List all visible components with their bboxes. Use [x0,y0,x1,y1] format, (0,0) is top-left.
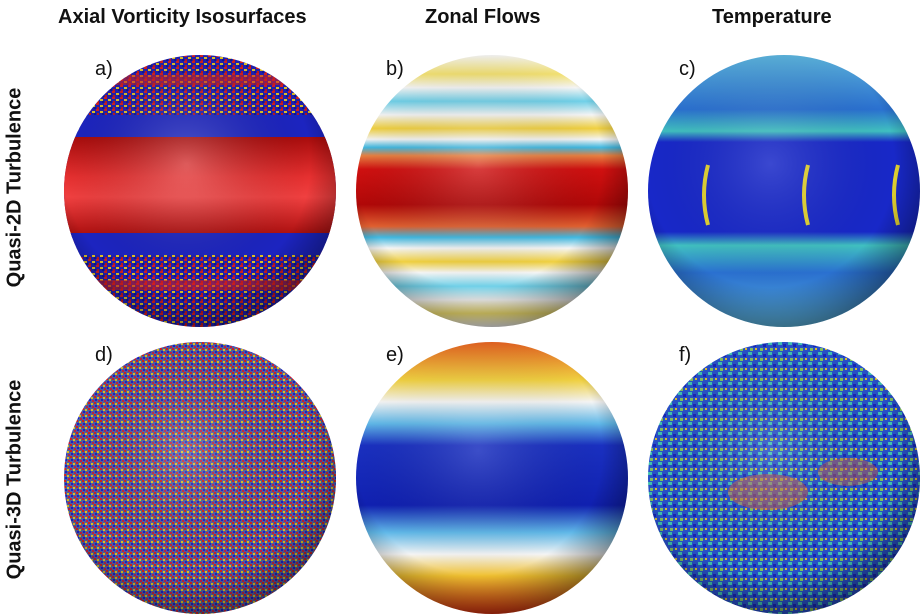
panel-label-d: d) [95,344,113,366]
row-title-quasi3d: Quasi-3D Turbulence [3,379,26,580]
panel-label-a: a) [95,58,113,80]
panel-label-b: b) [386,58,404,80]
column-title-vorticity: Axial Vorticity Isosurfaces [58,6,307,28]
quasi3d-zonal-flow-sphere [356,342,628,614]
column-title-temperature: Temperature [712,6,832,28]
panel-label-c: c) [679,58,696,80]
panel-label-f: f) [679,344,692,366]
quasi2d-vorticity-sphere [64,55,336,327]
quasi2d-zonal-flow-sphere [356,55,628,327]
quasi3d-vorticity-sphere [64,342,336,614]
row-title-quasi2d: Quasi-2D Turbulence [3,87,26,288]
quasi3d-temperature-sphere [648,342,920,614]
quasi2d-temperature-sphere [648,55,920,327]
column-title-zonal-flows: Zonal Flows [425,6,541,28]
panel-label-e: e) [386,344,404,366]
